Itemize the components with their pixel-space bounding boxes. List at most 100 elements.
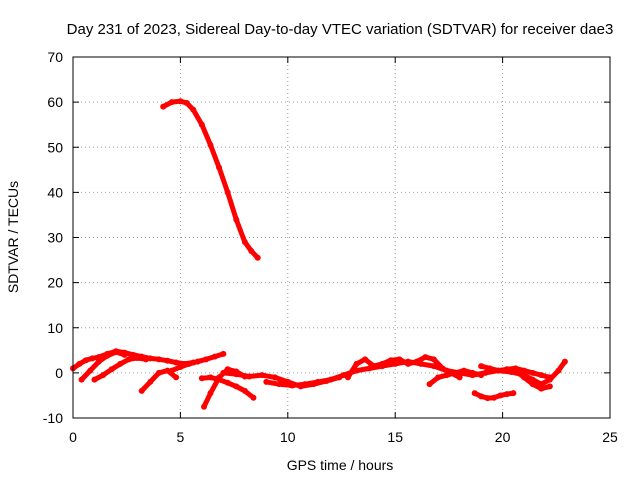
x-tick-label: 10	[280, 429, 296, 445]
data-point	[201, 403, 208, 410]
data-point	[254, 254, 261, 261]
data-point	[164, 367, 171, 374]
y-tick-label: 30	[47, 230, 63, 246]
data-point	[147, 378, 154, 385]
data-point	[405, 360, 412, 367]
data-point	[121, 351, 128, 358]
chart-title: Day 231 of 2023, Sidereal Day-to-day VTE…	[67, 21, 614, 38]
data-point	[430, 363, 437, 370]
data-point	[362, 356, 369, 363]
data-point	[538, 372, 545, 379]
data-point	[259, 372, 266, 379]
data-point	[89, 355, 96, 362]
data-point	[241, 239, 248, 246]
data-point	[220, 369, 227, 376]
data-point	[510, 390, 517, 397]
data-point	[95, 358, 102, 365]
data-point	[263, 378, 270, 385]
data-point	[529, 369, 536, 376]
series-line	[70, 348, 196, 371]
data-point	[91, 376, 98, 383]
data-point	[177, 364, 184, 371]
data-point	[173, 359, 180, 366]
data-point	[207, 374, 214, 381]
data-point	[168, 367, 175, 374]
data-point	[164, 357, 171, 364]
data-point	[76, 360, 83, 367]
data-point	[82, 357, 89, 364]
data-point	[314, 378, 321, 385]
x-tick-label: 0	[69, 429, 77, 445]
data-point	[430, 356, 437, 363]
data-point	[538, 385, 545, 392]
data-point	[529, 381, 536, 388]
data-point	[546, 383, 553, 390]
data-point	[497, 392, 504, 399]
data-point	[521, 374, 528, 381]
data-point	[246, 373, 253, 380]
y-tick-label: 70	[47, 49, 63, 65]
data-point	[177, 98, 184, 105]
x-tick-label: 5	[177, 429, 185, 445]
data-point	[426, 381, 433, 388]
data-point	[344, 374, 351, 381]
x-tick-label: 20	[495, 429, 511, 445]
data-point	[471, 390, 478, 397]
y-tick-label: 0	[55, 365, 63, 381]
data-point	[233, 216, 240, 223]
data-point	[503, 391, 510, 398]
data-point	[460, 367, 467, 374]
data-point	[220, 350, 227, 357]
data-point	[183, 100, 190, 107]
data-point	[443, 372, 450, 379]
data-point	[512, 367, 519, 374]
data-point	[87, 367, 94, 374]
x-tick-label: 15	[387, 429, 403, 445]
data-point	[478, 363, 485, 370]
data-point	[276, 381, 283, 388]
data-point	[155, 369, 162, 376]
data-point	[248, 248, 255, 255]
data-point	[233, 383, 240, 390]
data-point	[190, 106, 197, 113]
data-point	[241, 387, 248, 394]
data-point	[173, 374, 180, 381]
data-point	[224, 379, 231, 386]
data-point	[250, 394, 257, 401]
data-point	[198, 375, 205, 382]
data-point	[125, 356, 132, 363]
grid	[73, 57, 610, 418]
data-point	[224, 189, 231, 196]
data-point	[478, 393, 485, 400]
data-point	[503, 366, 510, 373]
data-point	[478, 372, 485, 379]
axis-ticks: 0 5 10 15 20 25 -10 0 10 20 30 40 50 60 70	[43, 49, 618, 445]
data-point	[134, 354, 141, 361]
data-point	[396, 356, 403, 363]
data-point	[271, 374, 278, 381]
data-point	[155, 356, 162, 363]
data-point	[521, 367, 528, 374]
data-point	[203, 356, 210, 363]
data-point	[168, 99, 175, 106]
data-point	[452, 369, 459, 376]
data-point	[100, 372, 107, 379]
data-point	[216, 374, 223, 381]
data-point	[327, 376, 334, 383]
data-point	[211, 353, 218, 360]
data-point	[233, 371, 240, 378]
data-point	[117, 360, 124, 367]
data-point	[439, 365, 446, 372]
y-tick-label: 20	[47, 275, 63, 291]
data-point	[484, 395, 491, 402]
data-point	[194, 358, 201, 365]
y-axis-label: SDTVAR / TECUs	[5, 181, 21, 293]
data-point	[138, 387, 145, 394]
data-point	[469, 369, 476, 376]
data-point	[353, 360, 360, 367]
data-point	[216, 164, 223, 171]
data-point	[413, 358, 420, 365]
data-point	[207, 390, 214, 397]
data-point	[160, 103, 167, 110]
y-tick-label: 10	[47, 320, 63, 336]
